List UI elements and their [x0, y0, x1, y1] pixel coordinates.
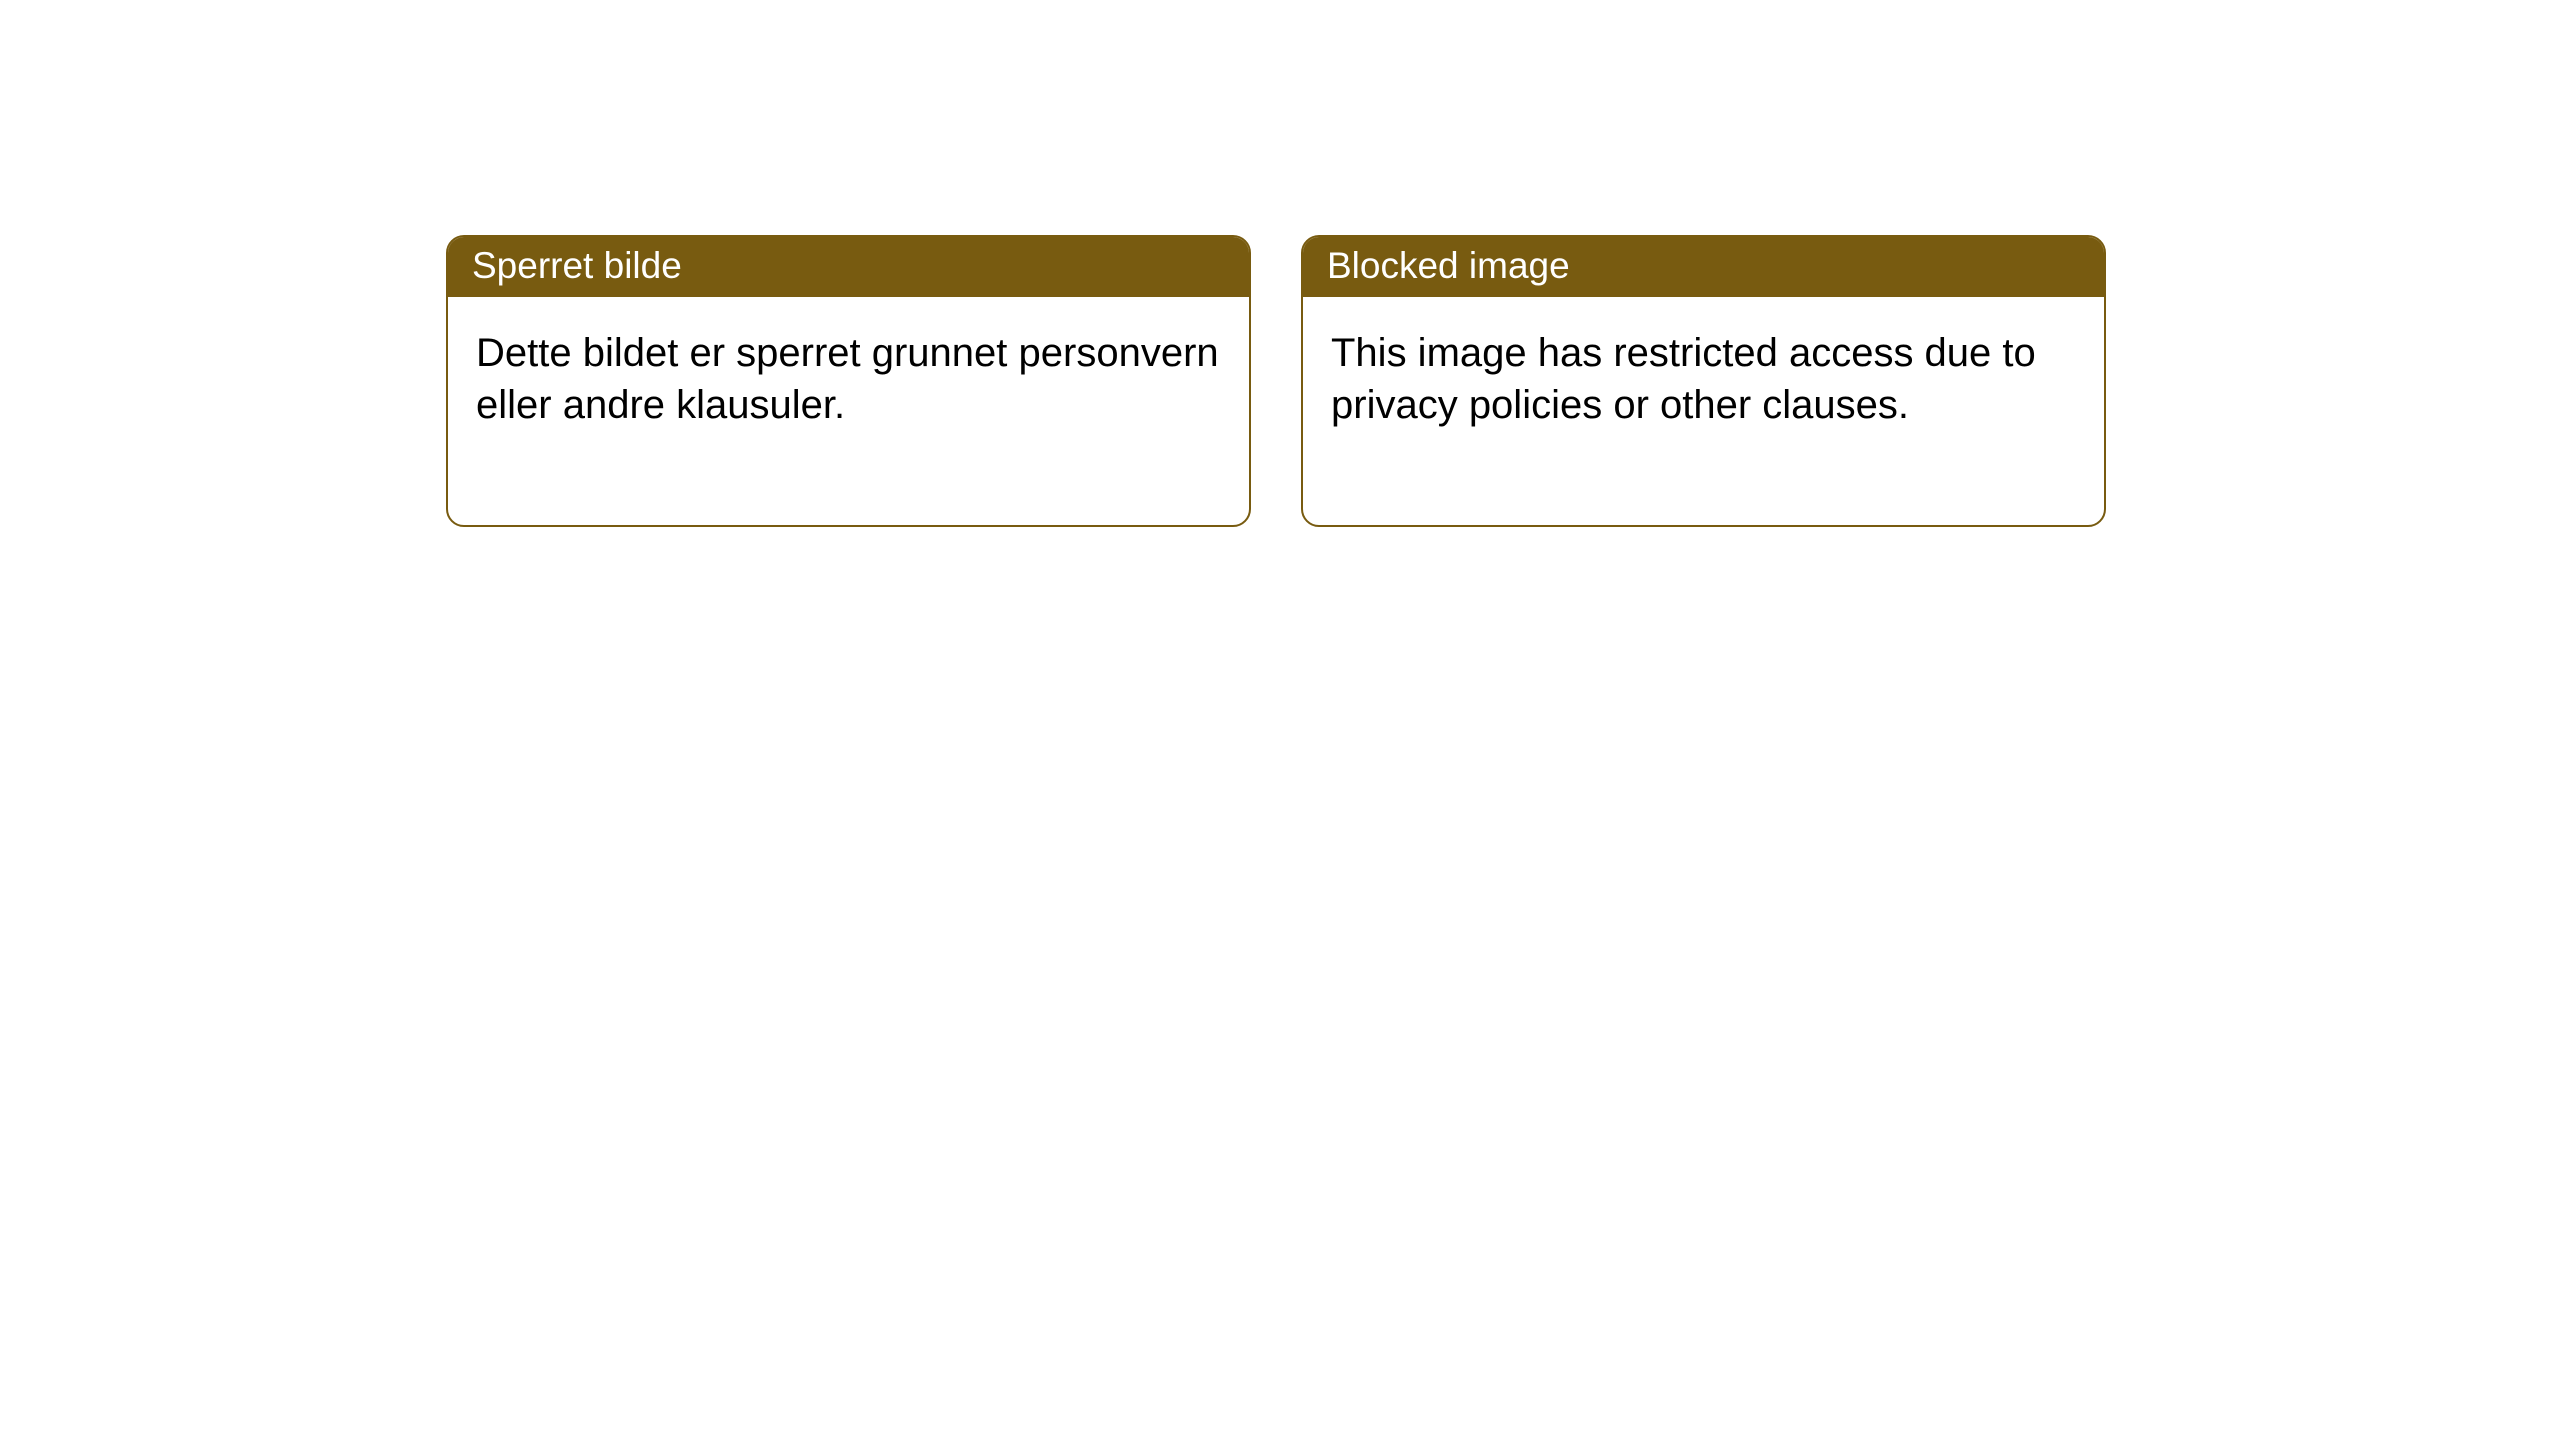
notice-body: This image has restricted access due to …: [1303, 297, 2104, 525]
notice-body: Dette bildet er sperret grunnet personve…: [448, 297, 1249, 525]
notice-card-norwegian: Sperret bilde Dette bildet er sperret gr…: [446, 235, 1251, 527]
notice-header: Blocked image: [1303, 237, 2104, 297]
notice-header: Sperret bilde: [448, 237, 1249, 297]
notice-container: Sperret bilde Dette bildet er sperret gr…: [0, 0, 2560, 527]
notice-card-english: Blocked image This image has restricted …: [1301, 235, 2106, 527]
